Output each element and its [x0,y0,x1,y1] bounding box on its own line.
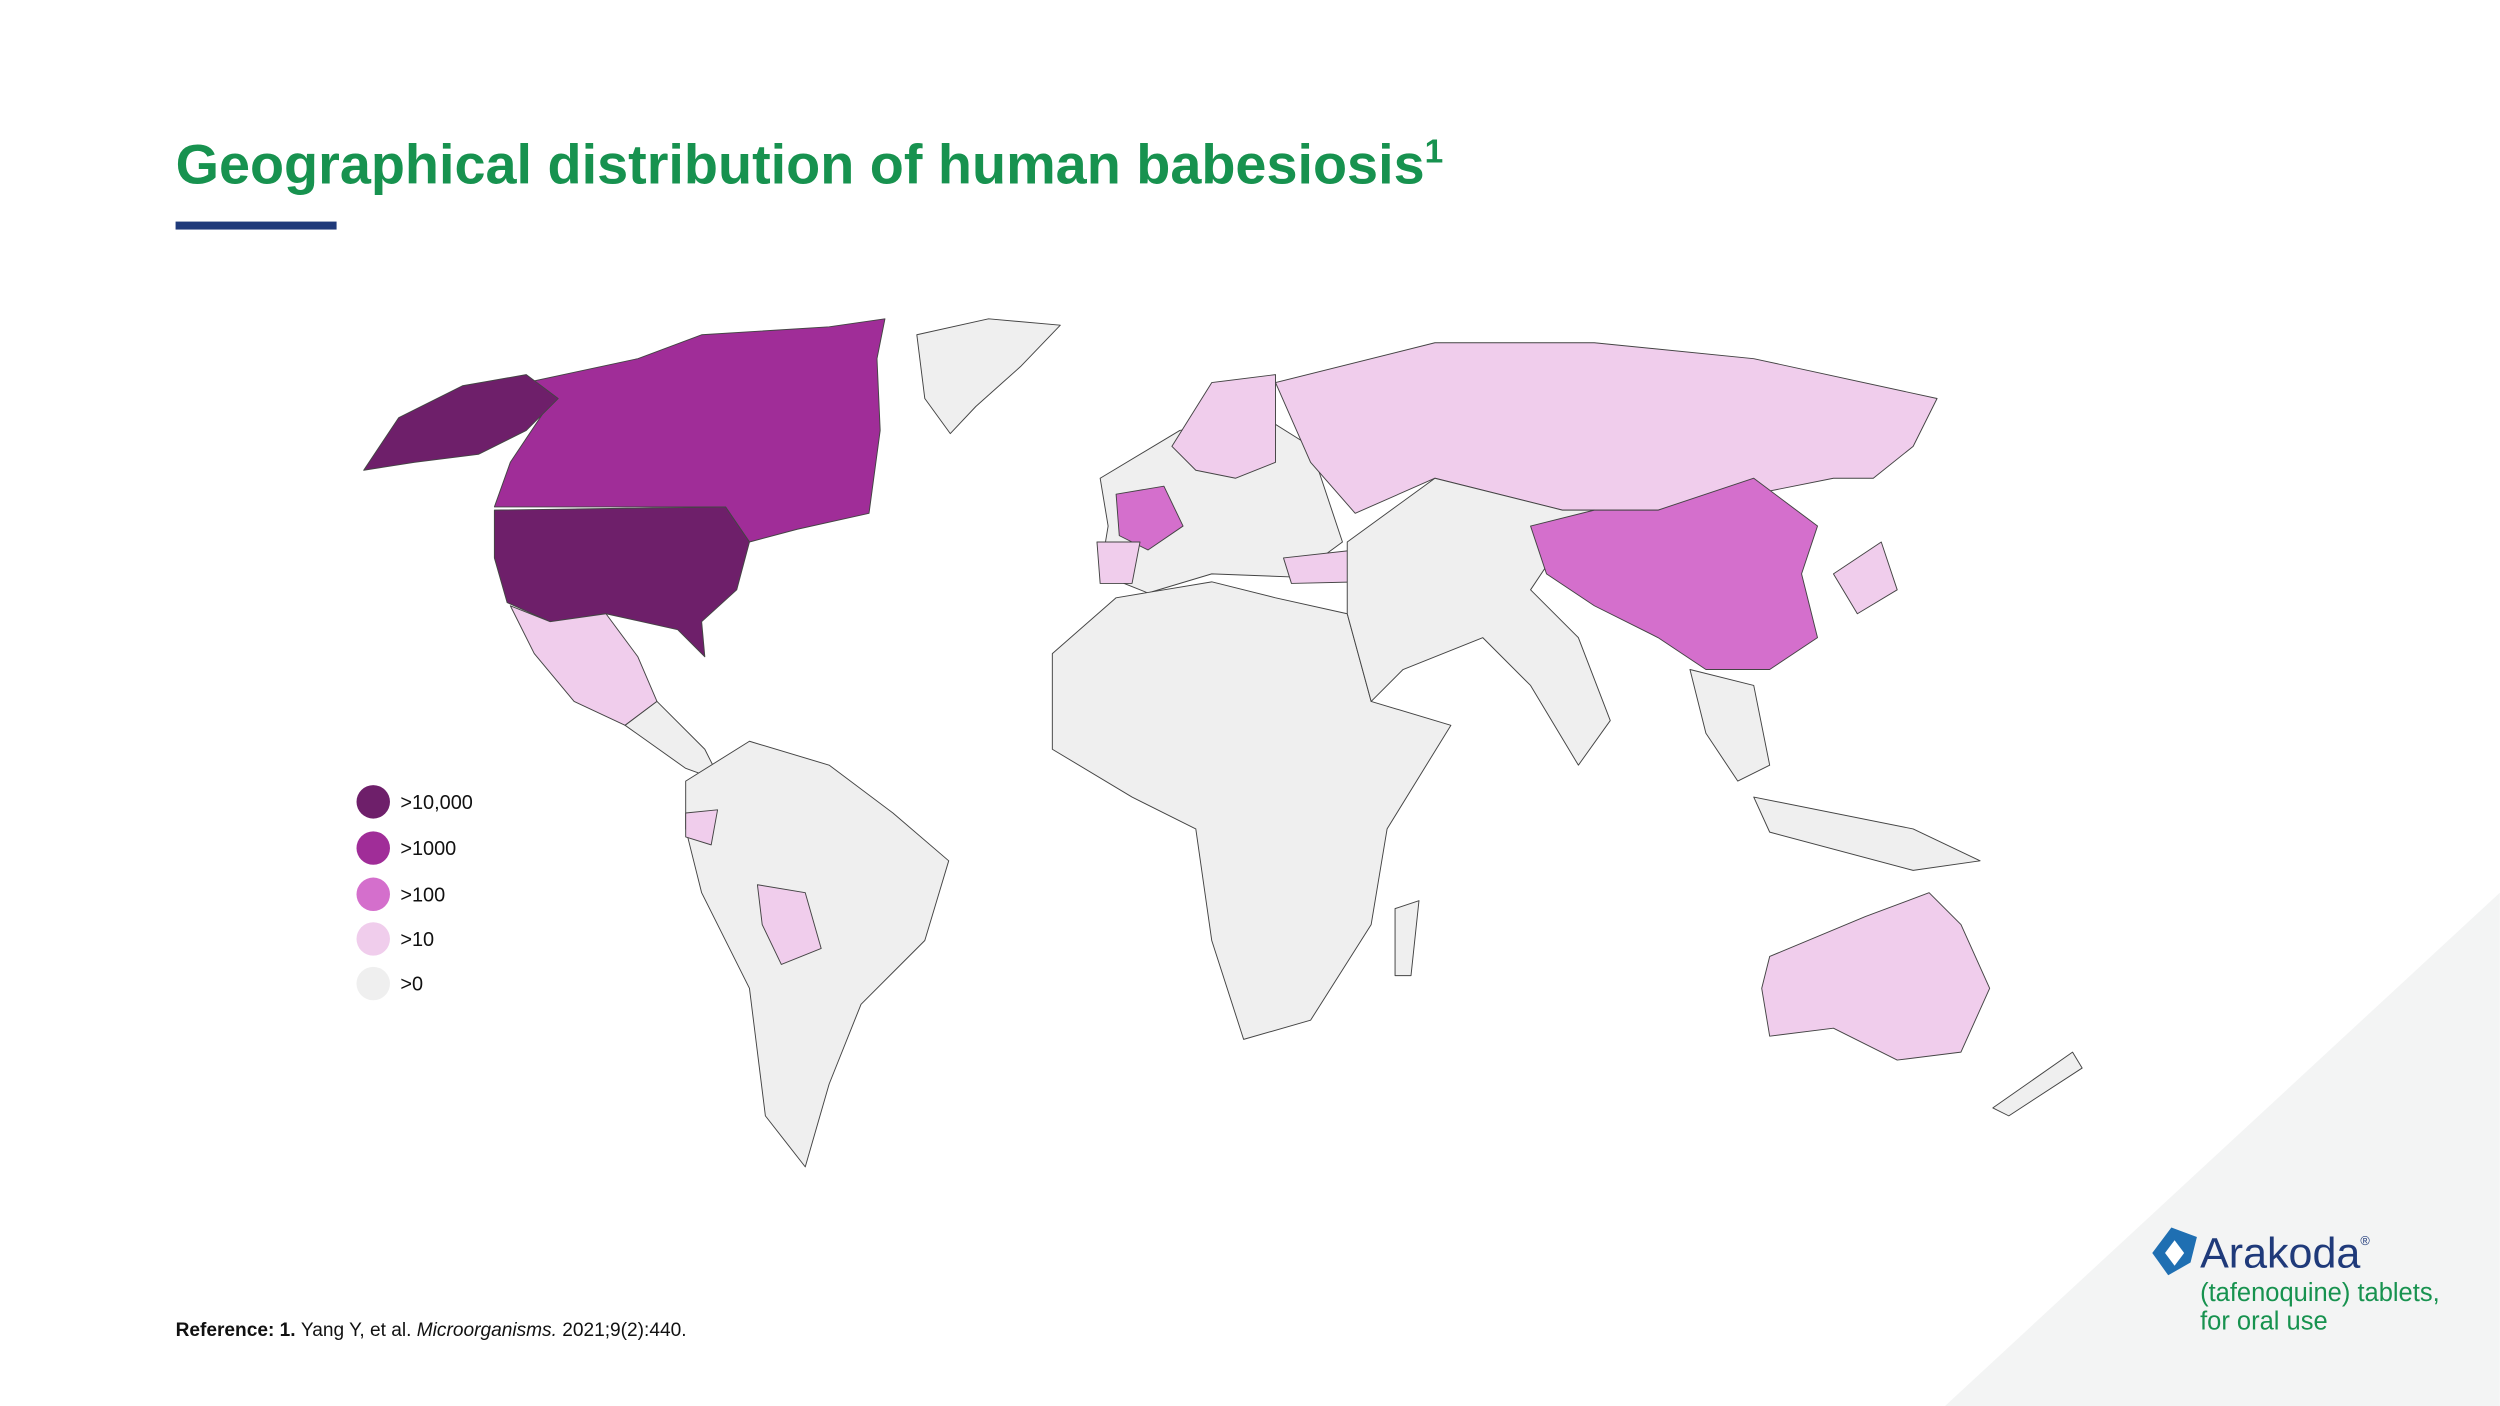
ecuador [685,809,719,846]
usa [493,506,750,658]
legend-label: >1000 [400,838,456,860]
title-text: Geographical distribution of human babes… [176,132,1425,195]
reference-number: 1. [280,1320,296,1341]
legend-swatch [356,831,390,865]
reference-citation: 2021;9(2):440. [562,1320,686,1341]
canada [493,318,886,543]
indonesia [1753,796,1981,871]
legend-swatch [356,877,390,912]
legend-label: >10,000 [400,792,473,814]
title-superscript: 1 [1425,134,1444,171]
legend-label: >100 [400,884,445,906]
legend-swatch [356,785,390,819]
madagascar [1394,900,1420,977]
world-map [363,318,2083,1168]
logo-brand-text: Arakoda [2200,1229,2360,1277]
south-america [685,740,950,1168]
africa [1051,581,1452,1040]
logo-line2: for oral use [2200,1307,2328,1335]
logo-brand: Arakoda® [2200,1229,2370,1277]
russia [1275,342,1938,514]
new-zealand [1992,1051,2083,1117]
reference-journal: Microorganisms. [417,1320,557,1341]
title: Geographical distribution of human babes… [176,132,1444,195]
logo-line1: (tafenoquine) tablets, [2200,1279,2440,1307]
france [1115,485,1184,551]
logo-mark: ® [2360,1233,2370,1248]
bolivia [756,884,822,965]
spain [1096,541,1141,584]
legend-swatch [356,966,390,1001]
legend-label: >0 [400,974,423,996]
reference-label: Reference: [176,1320,275,1341]
corner-shape [1945,892,2500,1406]
logo: Arakoda® (tafenoquine) tablets, for oral… [2152,1227,2440,1335]
japan [1832,541,1898,615]
alaska [363,374,559,471]
legend-swatch [356,922,390,956]
greenland [916,318,1061,435]
mexico [509,605,658,726]
legend-label: >10 [400,929,434,951]
reference-authors: Yang Y, et al. [301,1320,412,1341]
china [1530,477,1818,671]
southeast-asia [1689,669,1771,782]
logo-icon-star [2165,1240,2185,1266]
title-underline [175,221,337,230]
australia [1761,892,1991,1061]
scandinavia [1171,374,1276,479]
reference: Reference: 1. Yang Y, et al. Microorgani… [176,1320,687,1341]
legend: >10,000 >1000 >100 >10 >0 [356,785,473,1001]
